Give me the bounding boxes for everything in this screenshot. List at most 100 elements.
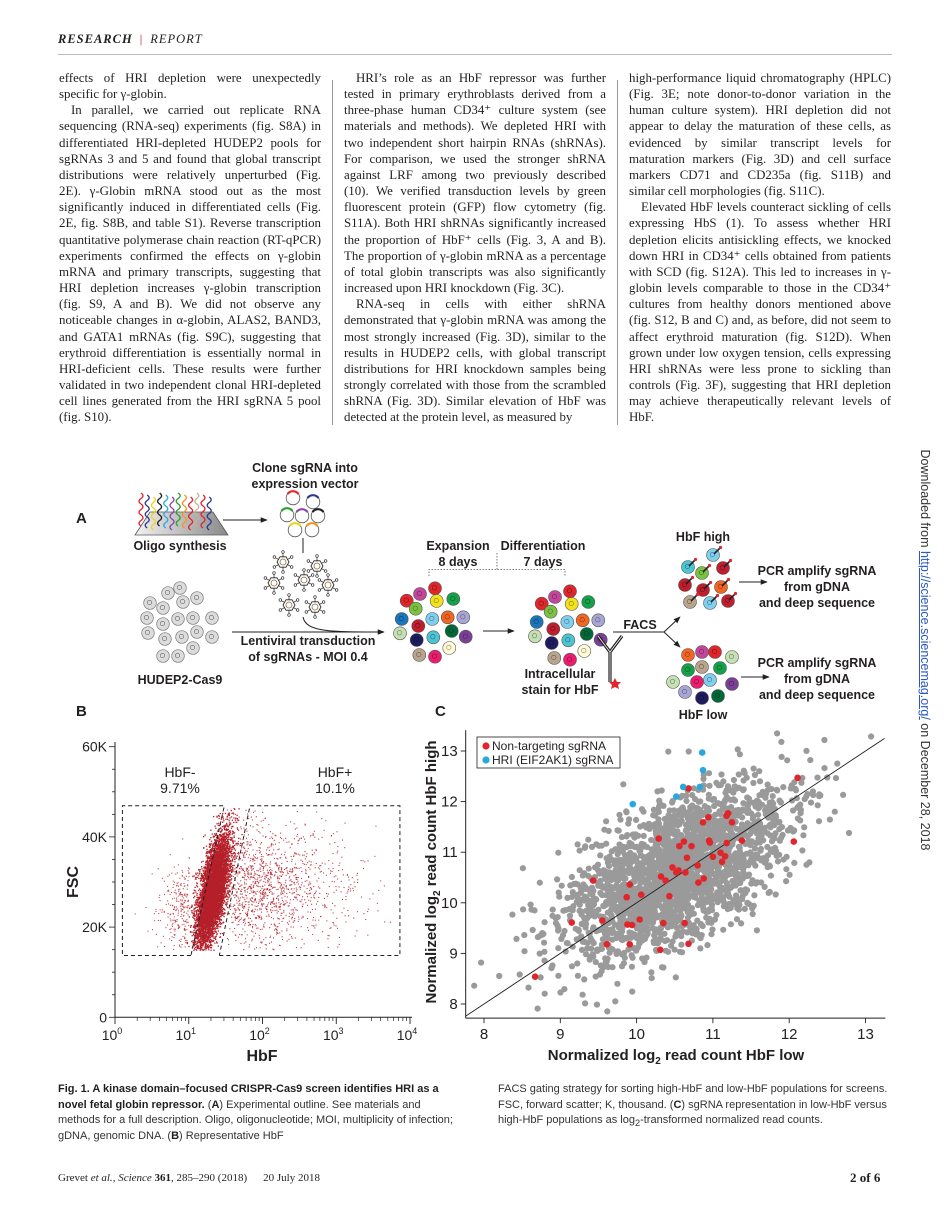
facs-event (197, 926, 200, 928)
facs-event (220, 923, 222, 925)
facs-event (198, 930, 200, 932)
facs-event (205, 907, 207, 909)
facs-event (205, 845, 208, 847)
facs-event (206, 848, 208, 851)
facs-event (231, 848, 233, 851)
facs-event (208, 902, 210, 904)
facs-event (210, 943, 212, 946)
differentiation-days: 7 days (524, 555, 563, 569)
cell-icon (529, 615, 544, 629)
body-column-3: high-performance liquid chromatography (… (629, 70, 891, 425)
fluorophore-star-icon (609, 678, 621, 689)
facs-event (202, 892, 204, 894)
hbf-positive-cell-icon (696, 580, 713, 597)
cell-icon (186, 611, 200, 625)
plasmid-icon (285, 490, 301, 506)
facs-event (221, 834, 223, 837)
facs-event (203, 878, 205, 880)
facs-event (222, 881, 224, 883)
facs-event (221, 896, 223, 898)
hbf-negative-cell-icon (681, 648, 695, 662)
facs-event (207, 856, 209, 858)
facs-event (226, 838, 228, 841)
facs-event (231, 869, 233, 871)
facs-event (207, 938, 209, 940)
facs-event (233, 856, 235, 859)
facs-event (194, 946, 196, 948)
facs-event (215, 935, 217, 937)
facs-event (229, 883, 231, 885)
facs-event (215, 848, 217, 850)
facs-event (224, 872, 226, 874)
facs-event (196, 914, 199, 916)
facs-event (216, 840, 218, 842)
facs-event (216, 921, 218, 923)
differentiated-cells-cluster (528, 584, 608, 667)
facs-event (221, 842, 223, 844)
facs-event (193, 934, 195, 936)
facs-event (206, 861, 208, 863)
facs-event (227, 848, 230, 850)
facs-event (204, 834, 206, 836)
facs-event (213, 930, 215, 932)
stain-label-line1: Intracellular (525, 667, 596, 681)
facs-event (194, 915, 196, 917)
facs-event (191, 912, 193, 914)
hbf-positive-cell-icon (721, 591, 738, 608)
plasmid-icon (287, 522, 303, 538)
cell-icon (577, 644, 592, 658)
cell-icon (173, 581, 187, 595)
facs-event (224, 835, 227, 838)
cell-icon (528, 629, 542, 644)
facs-event (203, 948, 205, 950)
facs-event (195, 906, 197, 909)
facs-event (231, 878, 233, 880)
cell-icon (581, 595, 596, 609)
facs-event (201, 885, 203, 887)
hbf-negative-cell-icon (695, 645, 709, 659)
facs-event (222, 834, 225, 836)
facs-event (195, 891, 197, 893)
facs-event (228, 875, 230, 877)
facs-event (215, 922, 217, 924)
facs-event (224, 851, 226, 853)
facs-event (196, 934, 199, 937)
panel-label-b: B (76, 703, 87, 720)
facs-event (202, 870, 204, 872)
facs-event (205, 945, 207, 947)
hbf-negative-cell-icon (708, 645, 722, 659)
pcr-high-line1: PCR amplify sgRNA (758, 564, 877, 578)
facs-event (218, 916, 220, 918)
facs-event (208, 906, 210, 908)
lentivirus-icon (306, 554, 328, 578)
facs-event (196, 911, 198, 913)
facs-event (211, 850, 214, 852)
facs-event (213, 922, 216, 924)
facs-event (227, 843, 229, 845)
facs-event (207, 858, 209, 860)
facs-event (210, 851, 212, 853)
facs-event (222, 910, 224, 913)
facs-event (228, 866, 231, 868)
expansion-days: 8 days (439, 555, 478, 569)
facs-event (224, 836, 227, 839)
facs-event (196, 872, 199, 874)
facs-event (223, 885, 225, 887)
hbf-low-label: HbF low (679, 708, 728, 722)
hbf-negative-cell-icon (695, 660, 709, 674)
pcr-low-line3: and deep sequence (759, 688, 875, 702)
facs-event (225, 858, 227, 860)
facs-event (214, 834, 217, 837)
facs-event (219, 849, 222, 851)
facs-event (202, 944, 204, 946)
facs-event (234, 871, 236, 873)
facs-event (219, 861, 221, 864)
facs-event (224, 832, 226, 834)
oligo-chip-icon (134, 511, 229, 536)
facs-event (233, 836, 235, 839)
facs-event (232, 842, 234, 844)
facs-event (213, 815, 215, 818)
facs-event (196, 942, 198, 945)
cell-icon (411, 619, 426, 633)
